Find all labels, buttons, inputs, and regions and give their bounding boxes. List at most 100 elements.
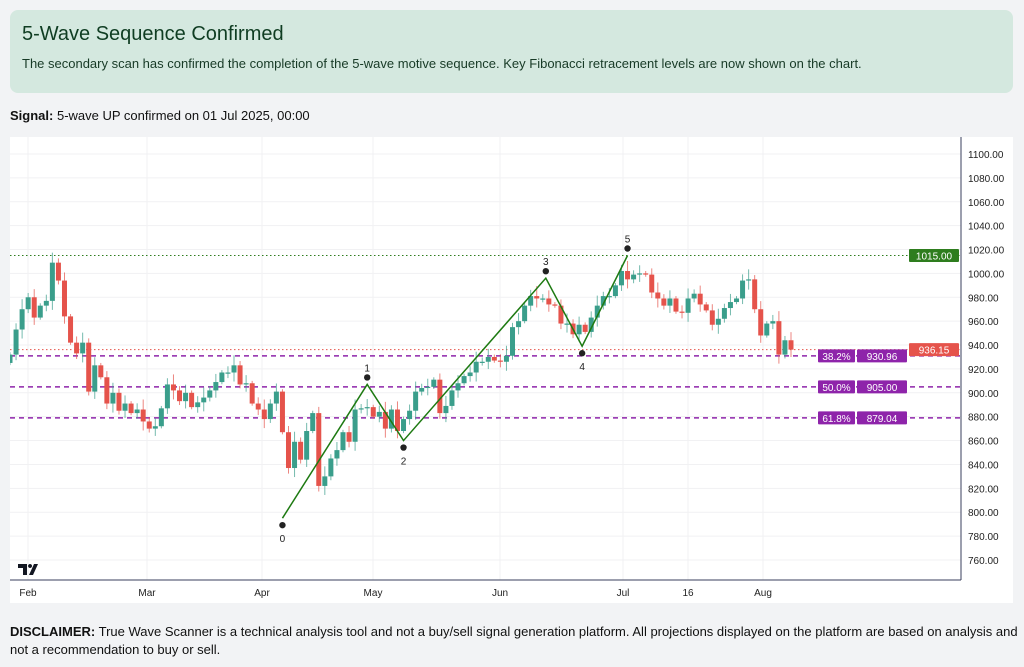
candle-body	[431, 379, 437, 387]
candle-body	[588, 317, 594, 332]
tradingview-logo-icon	[18, 564, 38, 575]
candle-body	[207, 390, 213, 398]
candle-body	[237, 365, 243, 385]
candle-body	[413, 391, 419, 411]
candle-body	[219, 372, 225, 383]
candle-body	[170, 384, 176, 391]
chart-canvas[interactable]: 0 1 2 3 4 5 760.00 780.00 800.00 820.00 840.00 860.…	[7, 137, 1013, 603]
candle-body	[195, 402, 201, 408]
fib-tag-fib-50	[818, 380, 855, 394]
candle-body	[703, 304, 709, 311]
price-tag-text-fib-62: 879.04	[867, 414, 898, 425]
candle-body	[461, 376, 467, 384]
candle-body	[128, 403, 134, 414]
candle-body	[425, 386, 431, 389]
candle-body	[122, 403, 128, 411]
candle-body	[467, 372, 473, 377]
candle-body	[600, 296, 606, 306]
candle-body	[334, 450, 340, 459]
price-tag-text-fib-38: 930.96	[867, 352, 898, 363]
candle-body	[667, 298, 673, 306]
candle-body	[92, 365, 98, 392]
alert-title: 5-Wave Sequence Confirmed	[22, 23, 284, 45]
y-tick-label: 900.00	[968, 389, 999, 400]
x-tick-label: Jun	[492, 588, 508, 599]
candle-body	[606, 296, 612, 298]
candle-body	[727, 302, 733, 309]
candle-body	[673, 298, 679, 312]
candle-body	[388, 409, 394, 429]
candle-body	[49, 262, 55, 301]
candle-body	[31, 297, 37, 318]
candle-body	[98, 365, 104, 378]
candle-body	[80, 342, 86, 354]
price-tag-text-target: 1015.00	[916, 251, 953, 262]
candle-body	[304, 431, 310, 460]
candle-body	[74, 342, 80, 354]
price-chart[interactable]: 0 1 2 3 4 5 760.00 780.00 800.00 820.00 840.00 860.…	[7, 137, 1013, 603]
price-tag-fib-50	[857, 380, 907, 394]
disclaimer: DISCLAIMER: True Wave Scanner is a techn…	[10, 623, 1020, 659]
candle-body	[516, 321, 522, 328]
candle-body	[401, 419, 407, 432]
candle-body	[594, 305, 600, 318]
y-tick-label: 1000.00	[968, 269, 1005, 280]
candle-body	[225, 372, 231, 374]
candle-body	[13, 329, 19, 355]
x-tick-label: Aug	[754, 588, 772, 599]
candle-body	[292, 441, 298, 469]
candle-body	[279, 391, 285, 433]
candle-body	[104, 377, 110, 404]
x-tick-label: Apr	[254, 588, 270, 599]
x-tick-label: Mar	[138, 588, 156, 599]
candle-body	[691, 293, 697, 299]
candle-body	[152, 426, 158, 429]
price-tag-last-price	[909, 343, 959, 357]
candle-body	[534, 296, 540, 299]
y-tick-label: 1060.00	[968, 198, 1005, 209]
candle-body	[376, 411, 382, 417]
wave-path	[281, 255, 629, 519]
candle-body	[285, 432, 291, 469]
wave-point-1	[364, 374, 371, 381]
candle-body	[43, 300, 49, 306]
candle-body	[164, 384, 170, 409]
candle-body	[437, 379, 443, 414]
candle-body	[310, 413, 316, 432]
candle-body	[546, 298, 552, 305]
candle-body	[709, 310, 715, 325]
candle-body	[25, 297, 31, 310]
candle-body	[552, 304, 558, 306]
candle-body	[189, 392, 195, 408]
candle-body	[540, 298, 546, 300]
wave-label-2: 2	[401, 457, 407, 468]
candle-body	[734, 298, 740, 303]
candle-body	[110, 392, 116, 404]
x-tick-label: Feb	[19, 588, 37, 599]
y-tick-label: 800.00	[968, 508, 999, 519]
y-tick-label: 880.00	[968, 413, 999, 424]
candle-body	[721, 308, 727, 319]
candle-body	[528, 296, 534, 306]
price-tag-text-fib-50: 905.00	[867, 383, 898, 394]
candle-body	[394, 409, 400, 432]
y-tick-label: 760.00	[968, 556, 999, 567]
wave-point-5	[624, 245, 631, 252]
candle-body	[679, 311, 685, 313]
candle-body	[770, 321, 776, 324]
wave-label-0: 0	[280, 534, 286, 545]
candle-body	[715, 318, 721, 325]
candle-body	[352, 409, 358, 442]
candle-body	[183, 392, 189, 402]
candle-body	[491, 356, 497, 361]
candle-body	[443, 405, 449, 414]
candle-body	[177, 390, 183, 402]
y-tick-label: 920.00	[968, 365, 999, 376]
candle-body	[370, 407, 376, 417]
candle-body	[298, 441, 304, 460]
fib-tag-text-fib-50: 50.0%	[822, 383, 850, 394]
candle-body	[37, 305, 43, 318]
y-tick-label: 840.00	[968, 460, 999, 471]
candle-body	[267, 403, 273, 420]
candle-body	[55, 262, 61, 281]
